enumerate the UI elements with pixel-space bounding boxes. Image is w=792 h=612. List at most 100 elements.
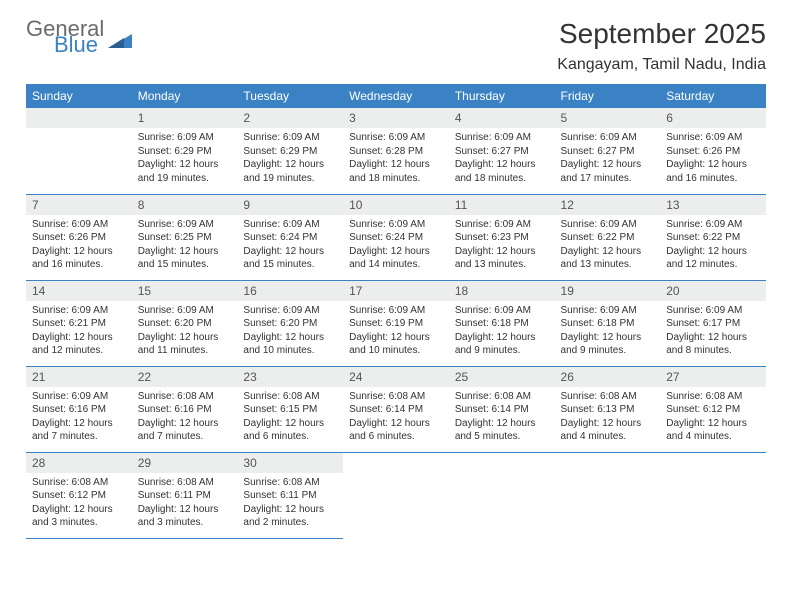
logo: General Blue [26, 18, 132, 56]
day-number: 15 [132, 281, 238, 301]
day-content: Sunrise: 6:08 AMSunset: 6:14 PMDaylight:… [343, 387, 449, 450]
day-content: Sunrise: 6:09 AMSunset: 6:20 PMDaylight:… [237, 301, 343, 364]
calendar-cell: 4Sunrise: 6:09 AMSunset: 6:27 PMDaylight… [449, 108, 555, 194]
calendar-cell [660, 452, 766, 538]
calendar-cell: 10Sunrise: 6:09 AMSunset: 6:24 PMDayligh… [343, 194, 449, 280]
day-number: 29 [132, 453, 238, 473]
day-content: Sunrise: 6:09 AMSunset: 6:20 PMDaylight:… [132, 301, 238, 364]
day-content: Sunrise: 6:09 AMSunset: 6:24 PMDaylight:… [343, 215, 449, 278]
day-number: 11 [449, 195, 555, 215]
logo-text-blue: Blue [54, 34, 104, 56]
calendar-cell: 28Sunrise: 6:08 AMSunset: 6:12 PMDayligh… [26, 452, 132, 538]
day-content: Sunrise: 6:09 AMSunset: 6:27 PMDaylight:… [449, 128, 555, 191]
calendar-row: 1Sunrise: 6:09 AMSunset: 6:29 PMDaylight… [26, 108, 766, 194]
day-content: Sunrise: 6:09 AMSunset: 6:25 PMDaylight:… [132, 215, 238, 278]
day-number: 24 [343, 367, 449, 387]
calendar-body: 1Sunrise: 6:09 AMSunset: 6:29 PMDaylight… [26, 108, 766, 538]
day-number: 7 [26, 195, 132, 215]
calendar-cell: 7Sunrise: 6:09 AMSunset: 6:26 PMDaylight… [26, 194, 132, 280]
day-number: 1 [132, 108, 238, 128]
day-content: Sunrise: 6:09 AMSunset: 6:23 PMDaylight:… [449, 215, 555, 278]
day-number: 9 [237, 195, 343, 215]
day-number: 3 [343, 108, 449, 128]
weekday-header: Friday [555, 84, 661, 108]
calendar-cell [26, 108, 132, 194]
day-number: 5 [555, 108, 661, 128]
day-number: 26 [555, 367, 661, 387]
day-content: Sunrise: 6:08 AMSunset: 6:15 PMDaylight:… [237, 387, 343, 450]
calendar-cell: 23Sunrise: 6:08 AMSunset: 6:15 PMDayligh… [237, 366, 343, 452]
logo-text: General Blue [26, 18, 104, 56]
day-content: Sunrise: 6:08 AMSunset: 6:12 PMDaylight:… [660, 387, 766, 450]
calendar-cell: 18Sunrise: 6:09 AMSunset: 6:18 PMDayligh… [449, 280, 555, 366]
day-content: Sunrise: 6:09 AMSunset: 6:22 PMDaylight:… [555, 215, 661, 278]
day-number: 19 [555, 281, 661, 301]
calendar-cell: 11Sunrise: 6:09 AMSunset: 6:23 PMDayligh… [449, 194, 555, 280]
day-content: Sunrise: 6:09 AMSunset: 6:28 PMDaylight:… [343, 128, 449, 191]
calendar-cell: 13Sunrise: 6:09 AMSunset: 6:22 PMDayligh… [660, 194, 766, 280]
day-number: 30 [237, 453, 343, 473]
calendar-row: 14Sunrise: 6:09 AMSunset: 6:21 PMDayligh… [26, 280, 766, 366]
calendar-cell: 14Sunrise: 6:09 AMSunset: 6:21 PMDayligh… [26, 280, 132, 366]
calendar-cell: 20Sunrise: 6:09 AMSunset: 6:17 PMDayligh… [660, 280, 766, 366]
weekday-header: Wednesday [343, 84, 449, 108]
day-number: 6 [660, 108, 766, 128]
month-title: September 2025 [557, 18, 766, 50]
calendar-row: 21Sunrise: 6:09 AMSunset: 6:16 PMDayligh… [26, 366, 766, 452]
calendar-cell: 9Sunrise: 6:09 AMSunset: 6:24 PMDaylight… [237, 194, 343, 280]
day-content: Sunrise: 6:08 AMSunset: 6:13 PMDaylight:… [555, 387, 661, 450]
calendar-cell: 30Sunrise: 6:08 AMSunset: 6:11 PMDayligh… [237, 452, 343, 538]
day-number: 14 [26, 281, 132, 301]
calendar-row: 28Sunrise: 6:08 AMSunset: 6:12 PMDayligh… [26, 452, 766, 538]
day-number: 22 [132, 367, 238, 387]
calendar-table: SundayMondayTuesdayWednesdayThursdayFrid… [26, 84, 766, 539]
day-number: 20 [660, 281, 766, 301]
calendar-cell: 25Sunrise: 6:08 AMSunset: 6:14 PMDayligh… [449, 366, 555, 452]
calendar-cell: 22Sunrise: 6:08 AMSunset: 6:16 PMDayligh… [132, 366, 238, 452]
calendar-cell [555, 452, 661, 538]
weekday-header: Thursday [449, 84, 555, 108]
calendar-cell: 2Sunrise: 6:09 AMSunset: 6:29 PMDaylight… [237, 108, 343, 194]
calendar-row: 7Sunrise: 6:09 AMSunset: 6:26 PMDaylight… [26, 194, 766, 280]
day-number: 23 [237, 367, 343, 387]
calendar-cell: 15Sunrise: 6:09 AMSunset: 6:20 PMDayligh… [132, 280, 238, 366]
calendar-cell: 26Sunrise: 6:08 AMSunset: 6:13 PMDayligh… [555, 366, 661, 452]
day-number: 25 [449, 367, 555, 387]
day-content: Sunrise: 6:09 AMSunset: 6:17 PMDaylight:… [660, 301, 766, 364]
calendar-cell: 5Sunrise: 6:09 AMSunset: 6:27 PMDaylight… [555, 108, 661, 194]
day-number: 17 [343, 281, 449, 301]
header: General Blue September 2025 Kangayam, Ta… [26, 18, 766, 74]
day-content: Sunrise: 6:09 AMSunset: 6:22 PMDaylight:… [660, 215, 766, 278]
calendar-cell: 16Sunrise: 6:09 AMSunset: 6:20 PMDayligh… [237, 280, 343, 366]
day-content: Sunrise: 6:09 AMSunset: 6:16 PMDaylight:… [26, 387, 132, 450]
day-content: Sunrise: 6:08 AMSunset: 6:11 PMDaylight:… [132, 473, 238, 536]
calendar-cell: 21Sunrise: 6:09 AMSunset: 6:16 PMDayligh… [26, 366, 132, 452]
day-number: 12 [555, 195, 661, 215]
calendar-cell: 12Sunrise: 6:09 AMSunset: 6:22 PMDayligh… [555, 194, 661, 280]
location: Kangayam, Tamil Nadu, India [557, 56, 766, 74]
weekday-header: Saturday [660, 84, 766, 108]
weekday-header: Sunday [26, 84, 132, 108]
day-content: Sunrise: 6:09 AMSunset: 6:19 PMDaylight:… [343, 301, 449, 364]
weekday-header: Monday [132, 84, 238, 108]
day-content: Sunrise: 6:08 AMSunset: 6:11 PMDaylight:… [237, 473, 343, 536]
title-block: September 2025 Kangayam, Tamil Nadu, Ind… [557, 18, 766, 74]
day-number: 10 [343, 195, 449, 215]
day-number: 13 [660, 195, 766, 215]
calendar-cell: 24Sunrise: 6:08 AMSunset: 6:14 PMDayligh… [343, 366, 449, 452]
day-content: Sunrise: 6:09 AMSunset: 6:29 PMDaylight:… [237, 128, 343, 191]
day-content: Sunrise: 6:08 AMSunset: 6:12 PMDaylight:… [26, 473, 132, 536]
calendar-cell [343, 452, 449, 538]
day-content: Sunrise: 6:09 AMSunset: 6:21 PMDaylight:… [26, 301, 132, 364]
day-content: Sunrise: 6:09 AMSunset: 6:26 PMDaylight:… [660, 128, 766, 191]
weekday-header: Tuesday [237, 84, 343, 108]
day-number: 4 [449, 108, 555, 128]
calendar-cell: 3Sunrise: 6:09 AMSunset: 6:28 PMDaylight… [343, 108, 449, 194]
day-content: Sunrise: 6:09 AMSunset: 6:24 PMDaylight:… [237, 215, 343, 278]
calendar-cell [449, 452, 555, 538]
calendar-cell: 19Sunrise: 6:09 AMSunset: 6:18 PMDayligh… [555, 280, 661, 366]
day-number: 21 [26, 367, 132, 387]
day-content: Sunrise: 6:09 AMSunset: 6:29 PMDaylight:… [132, 128, 238, 191]
day-number: 16 [237, 281, 343, 301]
calendar-cell: 8Sunrise: 6:09 AMSunset: 6:25 PMDaylight… [132, 194, 238, 280]
